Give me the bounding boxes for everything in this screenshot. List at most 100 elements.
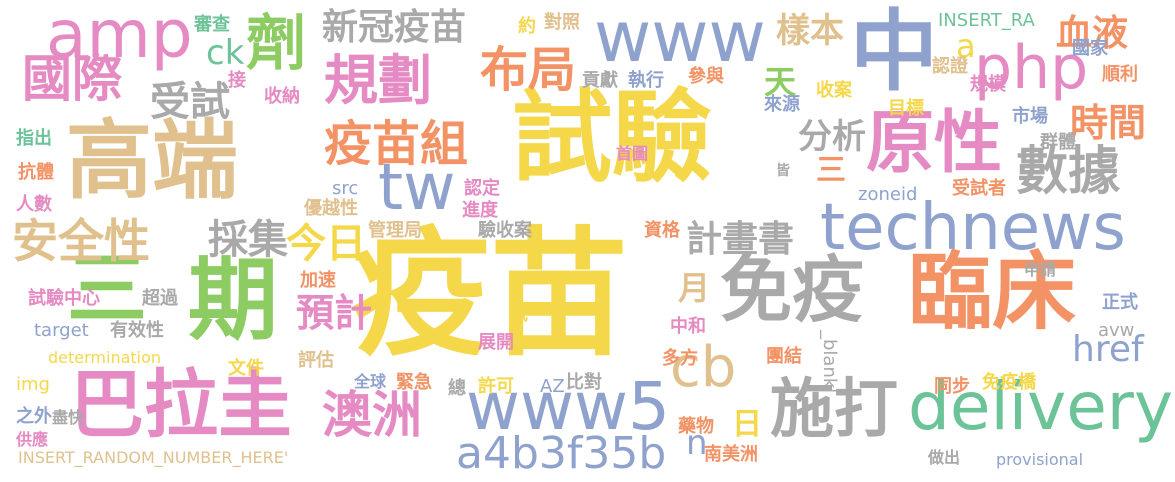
word-emergency: 緊急 — [396, 372, 432, 393]
word-apply: 申請 — [1024, 260, 1057, 279]
word-three-green: 三 — [54, 246, 147, 326]
word-case-closed: 收案 — [816, 80, 852, 101]
word-point-out: 指出 — [16, 128, 52, 149]
word-cb: cb — [670, 335, 737, 400]
word-population: 群體 — [1040, 132, 1076, 153]
word-paraguay: 巴拉圭 — [70, 362, 292, 448]
word-php: php — [974, 33, 1089, 103]
word-time: 時間 — [1070, 101, 1147, 145]
word-immunobridge: 免疫橋 — [982, 372, 1036, 393]
word-today: 今日 — [286, 221, 366, 267]
word-australia: 澳洲 — [322, 386, 422, 444]
word-layout: 布局 — [480, 42, 577, 98]
word-acceptance: 驗收案 — [478, 220, 532, 241]
word-eligibility: 資格 — [644, 220, 680, 241]
word-test: 試 — [510, 304, 528, 325]
word-superiority: 優越性 — [304, 198, 358, 219]
word-blood: 血液 — [1056, 13, 1129, 54]
word-zoneid: zoneid — [858, 184, 918, 205]
word-expected: 預計 — [296, 291, 373, 335]
word-head-count: 人數 — [16, 194, 52, 215]
word-date: 日 — [732, 407, 762, 442]
word-international: 國際 — [22, 50, 122, 108]
word-n: n — [686, 423, 708, 463]
word-accelerate: 加速 — [300, 270, 336, 291]
word-recognize: 認定 — [464, 178, 500, 199]
word-country: 國家 — [1072, 38, 1108, 59]
word-amp: amp — [46, 0, 193, 73]
word-scale: 規模 — [970, 74, 1006, 95]
word-data: 數據 — [1016, 142, 1121, 202]
word-launch: 展開 — [478, 332, 514, 353]
word-trial: 試驗 — [512, 79, 712, 196]
word-sample: 樣本 — [776, 11, 844, 51]
word-permit: 許可 — [478, 376, 514, 397]
word-compare: 比對 — [566, 372, 602, 393]
word-a: a — [956, 27, 976, 65]
word-collect: 採集 — [208, 217, 288, 263]
word-src: src — [332, 178, 359, 199]
word-delivery: delivery — [907, 368, 1173, 445]
word-href: href — [1072, 329, 1144, 370]
word-exceed: 超過 — [142, 288, 178, 309]
word-global: 全球 — [354, 372, 387, 391]
word-document: 文件 — [228, 358, 264, 379]
word-supply: 供應 — [16, 430, 49, 449]
word-execute: 執行 — [628, 70, 664, 91]
word-technews: technews — [820, 191, 1126, 265]
word-south-america: 南美洲 — [704, 444, 758, 465]
word-origin: 原性 — [866, 104, 1003, 183]
word-review: 審查 — [194, 14, 230, 35]
word-gaoduan: 高端 — [66, 111, 238, 211]
word-az: AZ — [540, 376, 565, 397]
word-img: img — [16, 374, 50, 395]
word-avw: avw — [1098, 320, 1135, 341]
word-target: target — [34, 320, 89, 341]
word-progress: 進度 — [462, 200, 498, 221]
word-smooth: 順利 — [1102, 64, 1138, 85]
word-asap: 盡快 — [52, 408, 85, 427]
word-unity: 團結 — [766, 346, 802, 367]
word-sync: 同步 — [934, 376, 970, 397]
word-make: 做出 — [928, 448, 961, 467]
word-insert-random-number: INSERT_RANDOM_NUMBER_HERE' — [18, 448, 289, 467]
word-neutralize: 中和 — [670, 316, 706, 337]
word-header-image: 首圖 — [616, 144, 649, 163]
word-analysis: 分析 — [798, 117, 866, 157]
word-vaccine: 疫苗 — [352, 214, 629, 375]
word-determination: determination — [48, 348, 162, 367]
word-plan: 規劃 — [324, 49, 432, 112]
word-about: 約 — [518, 16, 536, 37]
word-assess: 評估 — [298, 350, 334, 371]
word-contribute: 貢獻 — [582, 70, 618, 91]
word-immunity: 免疫 — [720, 248, 865, 332]
word-day: 天 — [764, 63, 797, 101]
word-efficacy: 有效性 — [110, 320, 164, 341]
word-phase: 期 — [188, 248, 278, 353]
word-three-salmon: 三 — [816, 153, 846, 188]
word-all: 皆 — [776, 163, 790, 179]
word-multi-party: 多方 — [662, 348, 698, 369]
word-control: 對照 — [544, 12, 580, 33]
word-month: 月 — [678, 269, 711, 307]
word-antibody: 抗體 — [18, 162, 54, 183]
word-clinical: 臨床 — [908, 243, 1077, 341]
word-total: 總 — [448, 378, 466, 399]
word-provisional: provisional — [996, 450, 1084, 469]
word-beyond: 之外 — [16, 406, 52, 427]
word-covid-vaccine: 新冠疫苗 — [322, 7, 467, 48]
word-trial-subject: 受試者 — [952, 178, 1006, 199]
word-tw: tw — [378, 151, 456, 225]
word-middle: 中 — [850, 0, 939, 103]
word-drug: 藥物 — [678, 416, 714, 437]
word-ck: ck — [206, 33, 245, 73]
word-trial-center: 試驗中心 — [28, 288, 100, 309]
word-dose: 劑 — [246, 9, 306, 79]
word-blank: _blank' — [819, 330, 840, 394]
word-source: 來源 — [764, 94, 800, 115]
word-vaccine-group: 疫苗組 — [324, 116, 469, 172]
word-certify: 認證 — [932, 56, 968, 77]
word-market: 市場 — [1012, 106, 1048, 127]
word-www: www — [594, 0, 766, 78]
